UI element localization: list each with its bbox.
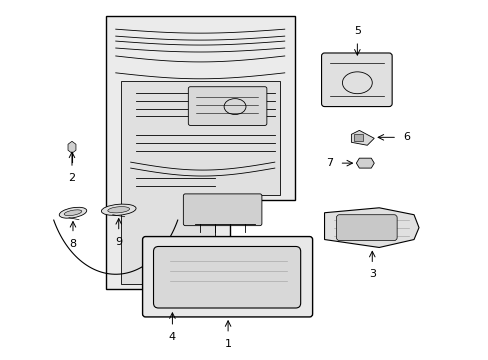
Text: 4: 4 — [168, 332, 176, 342]
Ellipse shape — [59, 207, 86, 218]
Polygon shape — [155, 264, 190, 309]
Polygon shape — [356, 158, 373, 168]
FancyBboxPatch shape — [153, 247, 300, 308]
Ellipse shape — [107, 207, 129, 213]
Text: 1: 1 — [224, 339, 231, 349]
FancyBboxPatch shape — [354, 134, 363, 141]
Polygon shape — [105, 16, 294, 289]
Ellipse shape — [159, 273, 167, 281]
Text: 9: 9 — [115, 237, 122, 247]
Polygon shape — [68, 141, 76, 153]
Ellipse shape — [64, 210, 81, 216]
FancyBboxPatch shape — [188, 87, 266, 125]
Polygon shape — [121, 81, 279, 284]
Polygon shape — [324, 208, 418, 247]
Polygon shape — [351, 130, 373, 145]
Text: 2: 2 — [68, 173, 75, 183]
Text: 8: 8 — [69, 239, 77, 248]
Ellipse shape — [171, 290, 180, 298]
Text: 6: 6 — [403, 132, 410, 142]
Text: 5: 5 — [353, 26, 360, 36]
FancyBboxPatch shape — [183, 194, 262, 226]
Ellipse shape — [101, 204, 136, 215]
Text: 3: 3 — [368, 269, 375, 279]
FancyBboxPatch shape — [321, 53, 391, 107]
FancyBboxPatch shape — [142, 237, 312, 317]
Text: 7: 7 — [325, 158, 332, 168]
FancyBboxPatch shape — [336, 215, 396, 240]
